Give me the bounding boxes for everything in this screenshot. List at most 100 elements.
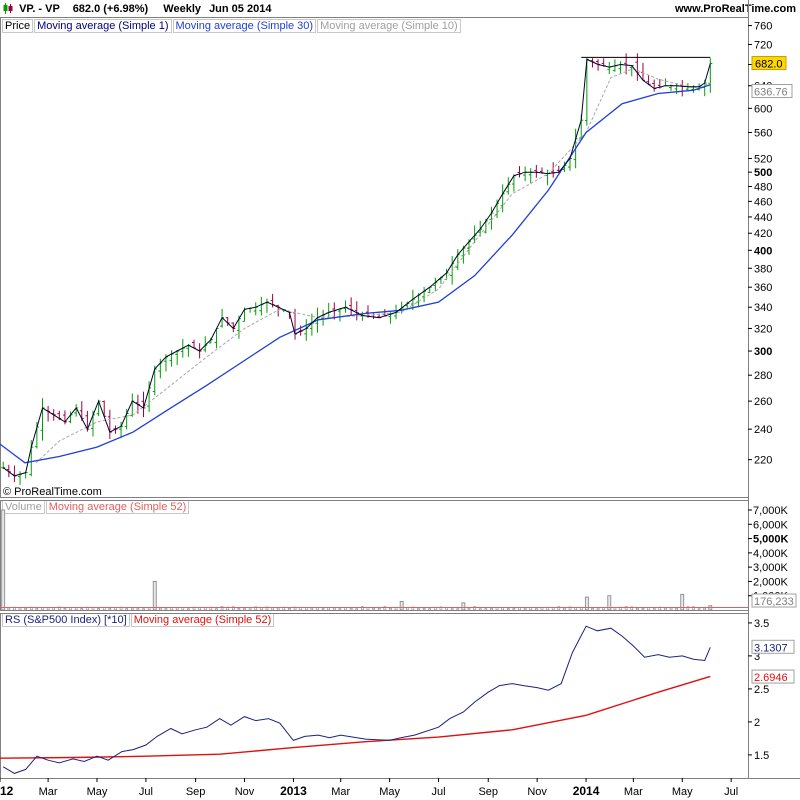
period: Weekly xyxy=(163,3,201,15)
price-tick-label: 380 xyxy=(754,263,772,275)
volume-bar xyxy=(254,606,258,611)
price-tick-label: 300 xyxy=(754,346,772,358)
legend-rs-ma[interactable]: Moving average (Simple 52) xyxy=(130,613,275,627)
volume-bar xyxy=(591,608,594,611)
volume-bar xyxy=(630,606,634,611)
volume-bar xyxy=(69,607,72,611)
volume-bar xyxy=(563,607,566,611)
legend-rs[interactable]: RS (S&P500 Index) [*10] xyxy=(2,613,130,627)
volume-bar xyxy=(333,607,336,611)
volume-bar xyxy=(80,607,84,611)
panel-frames xyxy=(0,0,800,779)
legend-ma1[interactable]: Moving average (Simple 1) xyxy=(34,19,172,33)
time-tick-label: Mar xyxy=(624,786,643,798)
price-tick-label: 480 xyxy=(754,181,772,193)
volume-bar xyxy=(164,608,168,611)
rs-ma-line xyxy=(0,675,711,759)
volume-bar xyxy=(74,607,78,611)
time-tick-label: May xyxy=(379,786,400,798)
axes: 7607206806406005605205004804604404204003… xyxy=(0,21,797,798)
rs-tick-label: 2.5 xyxy=(754,684,769,696)
time-tick-label: Nov xyxy=(527,786,547,798)
ma30-line xyxy=(0,84,711,464)
rs-value-label: 3.1307 xyxy=(754,642,788,654)
time-tick-label: Jul xyxy=(432,786,446,798)
ticker: VP. - VP xyxy=(19,3,60,15)
candlestick-icon xyxy=(3,3,13,14)
volume-tick-label: 3,000K xyxy=(753,562,789,574)
price-tick-label: 500 xyxy=(754,167,772,179)
price-tick-label: 280 xyxy=(754,370,772,382)
volume-bar xyxy=(417,608,420,611)
volume-ma-box xyxy=(751,593,797,608)
price-legend: Price Moving average (Simple 1) Moving a… xyxy=(2,19,462,33)
volume-bar xyxy=(24,607,27,611)
time-tick-label: 2012 xyxy=(0,784,14,798)
volume-spike xyxy=(1,509,6,611)
volume-bar xyxy=(686,606,690,611)
rs-tick-label: 3.5 xyxy=(754,618,769,630)
time-tick-label: Mar xyxy=(39,786,58,798)
volume-spike xyxy=(584,596,589,611)
price-tick-label: 600 xyxy=(754,103,772,115)
volume-bar xyxy=(35,607,39,611)
volume-bar xyxy=(130,607,134,611)
volume-bar xyxy=(18,607,22,611)
volume-tick-label: 7,000K xyxy=(753,505,789,517)
rs-ma-label: 2.6946 xyxy=(754,672,788,684)
volume-bar xyxy=(52,607,56,611)
volume-bar xyxy=(215,608,218,611)
site-link[interactable]: www.ProRealTime.com xyxy=(674,3,796,15)
volume-bar xyxy=(669,607,673,611)
price-tick-label: 340 xyxy=(754,302,772,314)
volume-bar xyxy=(58,606,61,611)
volume-bar xyxy=(372,607,375,611)
volume-spike xyxy=(680,593,685,611)
volume-spike xyxy=(399,601,404,611)
legend-ma30[interactable]: Moving average (Simple 30) xyxy=(172,19,317,33)
volume-bar xyxy=(310,607,314,611)
ma-value-box xyxy=(751,84,793,99)
volume-bar xyxy=(63,608,67,611)
volume-bar xyxy=(276,607,280,611)
volume-bar xyxy=(652,607,656,611)
volume-bar xyxy=(248,607,252,611)
rs-value-box xyxy=(751,639,795,654)
volume-bar xyxy=(422,608,426,611)
volume-bar xyxy=(641,608,645,611)
time-tick-label: Nov xyxy=(235,786,255,798)
rs-tick-label: 1.5 xyxy=(754,750,769,762)
time-tick-label: Jul xyxy=(724,786,738,798)
volume-bar xyxy=(484,608,488,611)
volume-bar xyxy=(692,606,695,611)
time-tick-label: May xyxy=(87,786,108,798)
ma1-line xyxy=(2,58,711,477)
volume-ma-label: 176,233 xyxy=(754,596,794,608)
legend-ma10[interactable]: Moving average (Simple 10) xyxy=(317,19,461,33)
legend-price[interactable]: Price xyxy=(2,19,34,33)
time-tick-label: Mar xyxy=(331,786,350,798)
price-tick-label: 360 xyxy=(754,282,772,294)
volume-bar xyxy=(467,607,471,611)
volume-bar xyxy=(506,608,510,611)
volume-bar xyxy=(697,608,701,611)
price-tick-label: 460 xyxy=(754,196,772,208)
volume-bar xyxy=(557,606,561,611)
volume-bar xyxy=(338,608,342,611)
time-tick-label: May xyxy=(672,786,693,798)
volume-bar xyxy=(512,607,516,611)
volume-bar xyxy=(518,607,521,611)
last-price-box xyxy=(751,55,787,70)
price-tick-label: 760 xyxy=(754,21,772,33)
volume-bar xyxy=(428,608,432,611)
volume-bar xyxy=(231,606,235,611)
volume-bar xyxy=(703,607,707,611)
copyright: © ProRealTime.com xyxy=(3,486,102,498)
volume-bar xyxy=(147,607,151,611)
ma10-line xyxy=(35,68,711,464)
volume-bar xyxy=(175,607,179,611)
volume-bar xyxy=(529,607,533,611)
ma-value-label: 636.76 xyxy=(754,87,788,99)
volume-bar xyxy=(439,606,443,611)
volume-tick-label: 5,000K xyxy=(753,534,789,546)
